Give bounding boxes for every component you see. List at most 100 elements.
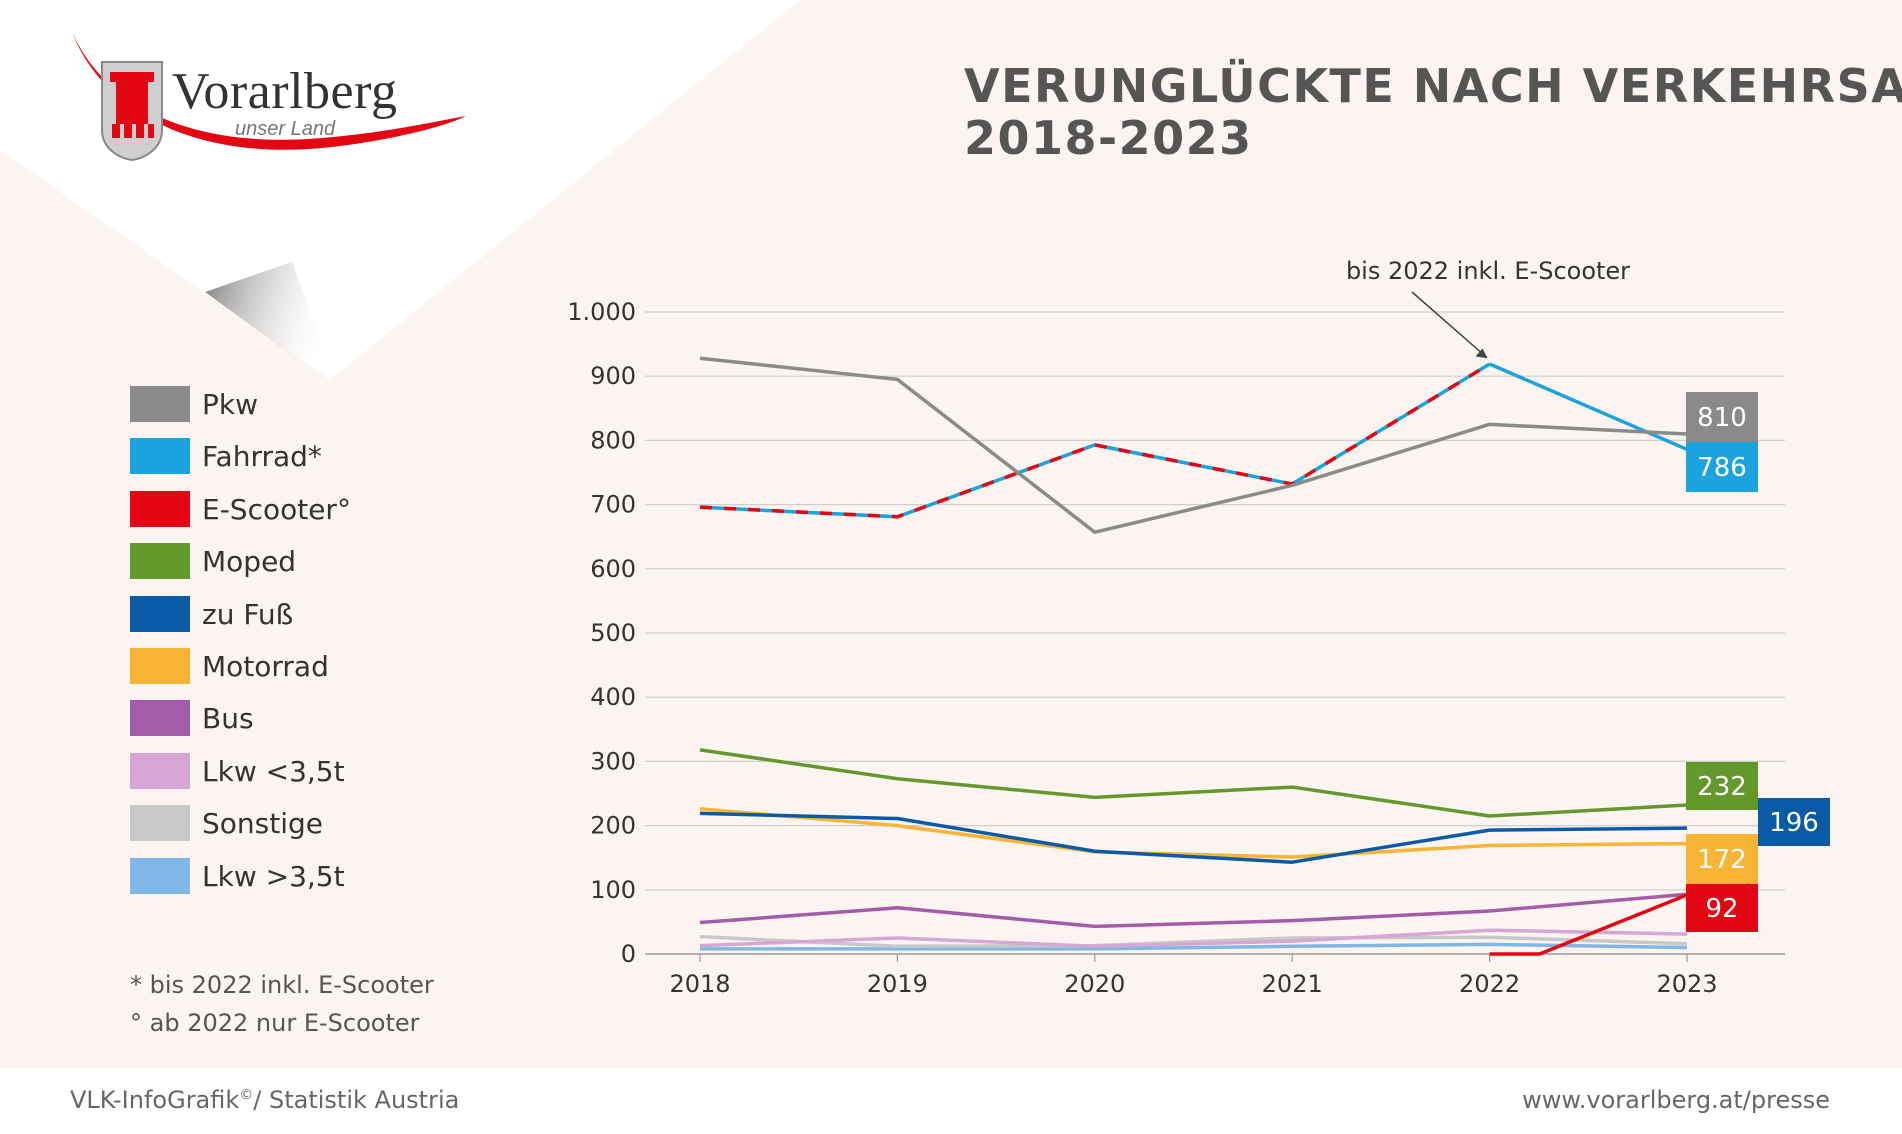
background-decoration bbox=[0, 0, 800, 390]
title-line-2: 2018-2023 bbox=[964, 111, 1253, 165]
legend-label: Lkw <3,5t bbox=[202, 754, 345, 788]
y-tick-label: 700 bbox=[590, 491, 636, 519]
legend-item-zu-fu: zu Fuß bbox=[130, 594, 430, 634]
legend-item-fahrrad: Fahrrad* bbox=[130, 436, 430, 476]
y-tick-label: 600 bbox=[590, 555, 636, 583]
x-tick-label: 2022 bbox=[1459, 970, 1520, 998]
coat-of-arms-band bbox=[110, 72, 154, 82]
series-line-fahrrad-escooter-dash bbox=[699, 362, 1491, 519]
series-line-motorrad bbox=[699, 807, 1688, 859]
series-line-e-scooter bbox=[1489, 893, 1688, 956]
website-link[interactable]: www.vorarlberg.at/presse bbox=[1522, 1086, 1830, 1114]
annotation-arrow bbox=[1411, 291, 1488, 358]
chart-title: VERUNGLÜCKTE NACH VERKEHRSART 2018-2023 bbox=[964, 60, 1902, 164]
legend-item-sonstige: Sonstige bbox=[130, 803, 430, 843]
copyright-mark: © bbox=[239, 1087, 254, 1103]
legend-item-motorrad: Motorrad bbox=[130, 646, 430, 686]
legend-item-lkw-3-5t: Lkw >3,5t bbox=[130, 856, 430, 896]
legend-swatch bbox=[130, 857, 190, 894]
line-chart: 0 100 200 300 400 500 600 700 800 900 1.000 2018 201… bbox=[567, 257, 1830, 998]
coat-of-arms-fringe-1 bbox=[112, 124, 120, 138]
logo-graphic bbox=[72, 32, 466, 162]
end-label-zu-fu: 196 bbox=[1769, 808, 1819, 838]
source-credit: VLK-InfoGrafik©/ Statistik Austria bbox=[70, 1086, 459, 1114]
series-line-moped bbox=[699, 748, 1688, 818]
x-tick-label: 2021 bbox=[1262, 970, 1323, 998]
y-tick-label: 400 bbox=[590, 683, 636, 711]
end-label-box-fahrrad bbox=[1686, 442, 1758, 492]
end-label-box-pkw bbox=[1686, 392, 1758, 442]
legend-swatch bbox=[130, 386, 190, 422]
legend-swatch bbox=[130, 752, 190, 789]
vorarlberg-logo: Vorarlberg unser Land bbox=[62, 30, 482, 170]
end-label-box-motorrad bbox=[1686, 834, 1758, 884]
coat-of-arms-fringe-4 bbox=[148, 124, 154, 138]
series-line-lkw-3-5t bbox=[700, 942, 1688, 951]
series-line-zu-fu bbox=[699, 811, 1688, 864]
legend-label: Lkw >3,5t bbox=[202, 859, 345, 893]
legend-label: Motorrad bbox=[202, 650, 329, 683]
annotation-arrowhead bbox=[1475, 348, 1488, 359]
white-panel bbox=[0, 0, 800, 380]
legend-item-e-scooter: E-Scooter° bbox=[130, 489, 430, 529]
end-label-box-e-scooter bbox=[1686, 884, 1758, 932]
y-tick-label: 800 bbox=[590, 426, 636, 454]
y-tick-label: 900 bbox=[590, 362, 636, 390]
y-tick-label: 100 bbox=[590, 876, 636, 904]
coat-of-arms-fringe-3 bbox=[136, 124, 144, 138]
legend-label: Moped bbox=[202, 545, 297, 579]
series-lines bbox=[699, 356, 1688, 956]
source-name: VLK-InfoGrafik bbox=[70, 1086, 240, 1114]
legend-label: Fahrrad* bbox=[202, 440, 322, 474]
x-tick-label: 2020 bbox=[1064, 970, 1125, 998]
end-label-moped: 232 bbox=[1697, 772, 1747, 802]
series-line-sonstige bbox=[699, 934, 1688, 949]
x-tick-label: 2023 bbox=[1656, 970, 1717, 998]
y-tick-label: 1.000 bbox=[567, 298, 636, 326]
legend-swatch bbox=[130, 543, 190, 580]
series-line-fahrrad-2023 bbox=[1488, 362, 1688, 451]
footnote-fahrrad: * bis 2022 inkl. E-Scooter bbox=[130, 971, 434, 999]
legend-label: Sonstige bbox=[202, 807, 323, 841]
legend-label: E-Scooter° bbox=[202, 492, 351, 526]
footer-bar bbox=[0, 1068, 1902, 1134]
y-tick-label: 500 bbox=[590, 619, 636, 647]
legend-swatch bbox=[130, 595, 190, 632]
legend-item-moped: Moped bbox=[130, 541, 430, 581]
end-labels: 810 786 92 232 196 172 bbox=[1686, 392, 1830, 932]
title-line-1: VERUNGLÜCKTE NACH VERKEHRSART bbox=[964, 59, 1902, 113]
legend-label: zu Fuß bbox=[202, 597, 294, 631]
y-tick-label: 200 bbox=[590, 812, 636, 840]
end-label-box-moped bbox=[1686, 762, 1758, 810]
legend-swatch bbox=[130, 438, 190, 475]
legend-swatch bbox=[130, 700, 190, 737]
x-tick-label: 2018 bbox=[669, 970, 730, 998]
legend-label: Bus bbox=[202, 702, 254, 736]
x-tick-label: 2019 bbox=[867, 970, 928, 998]
end-label-pkw: 810 bbox=[1697, 403, 1747, 433]
grid-lines bbox=[645, 311, 1785, 891]
legend-item-pkw: Pkw bbox=[130, 384, 430, 424]
logo-wordmark: Vorarlberg bbox=[172, 63, 398, 120]
end-label-motorrad: 172 bbox=[1697, 845, 1747, 875]
series-line-lkw-3-5t bbox=[699, 928, 1688, 949]
coat-of-arms-fringe-2 bbox=[124, 124, 132, 138]
y-tick-label: 300 bbox=[590, 747, 636, 775]
legend-swatch bbox=[130, 805, 190, 842]
end-label-box-zu-fu bbox=[1758, 798, 1830, 846]
series-line-bus bbox=[699, 892, 1688, 929]
annotation-text: bis 2022 inkl. E-Scooter bbox=[1346, 257, 1630, 285]
legend-item-lkw-3-5t: Lkw <3,5t bbox=[130, 751, 430, 791]
y-tick-label: 0 bbox=[621, 940, 636, 968]
footnote-escooter: ° ab 2022 nur E-Scooter bbox=[130, 1009, 420, 1037]
legend-swatch bbox=[130, 648, 190, 684]
source-rest: / Statistik Austria bbox=[253, 1086, 460, 1114]
legend-item-bus: Bus bbox=[130, 698, 430, 738]
footnotes: * bis 2022 inkl. E-Scooter ° ab 2022 nur… bbox=[130, 966, 434, 1042]
legend-swatch bbox=[130, 490, 190, 527]
annotation: bis 2022 inkl. E-Scooter bbox=[1346, 257, 1630, 359]
legend-label: Pkw bbox=[202, 388, 258, 421]
series-line-pkw bbox=[699, 356, 1688, 534]
coat-of-arms-banner bbox=[116, 82, 148, 124]
